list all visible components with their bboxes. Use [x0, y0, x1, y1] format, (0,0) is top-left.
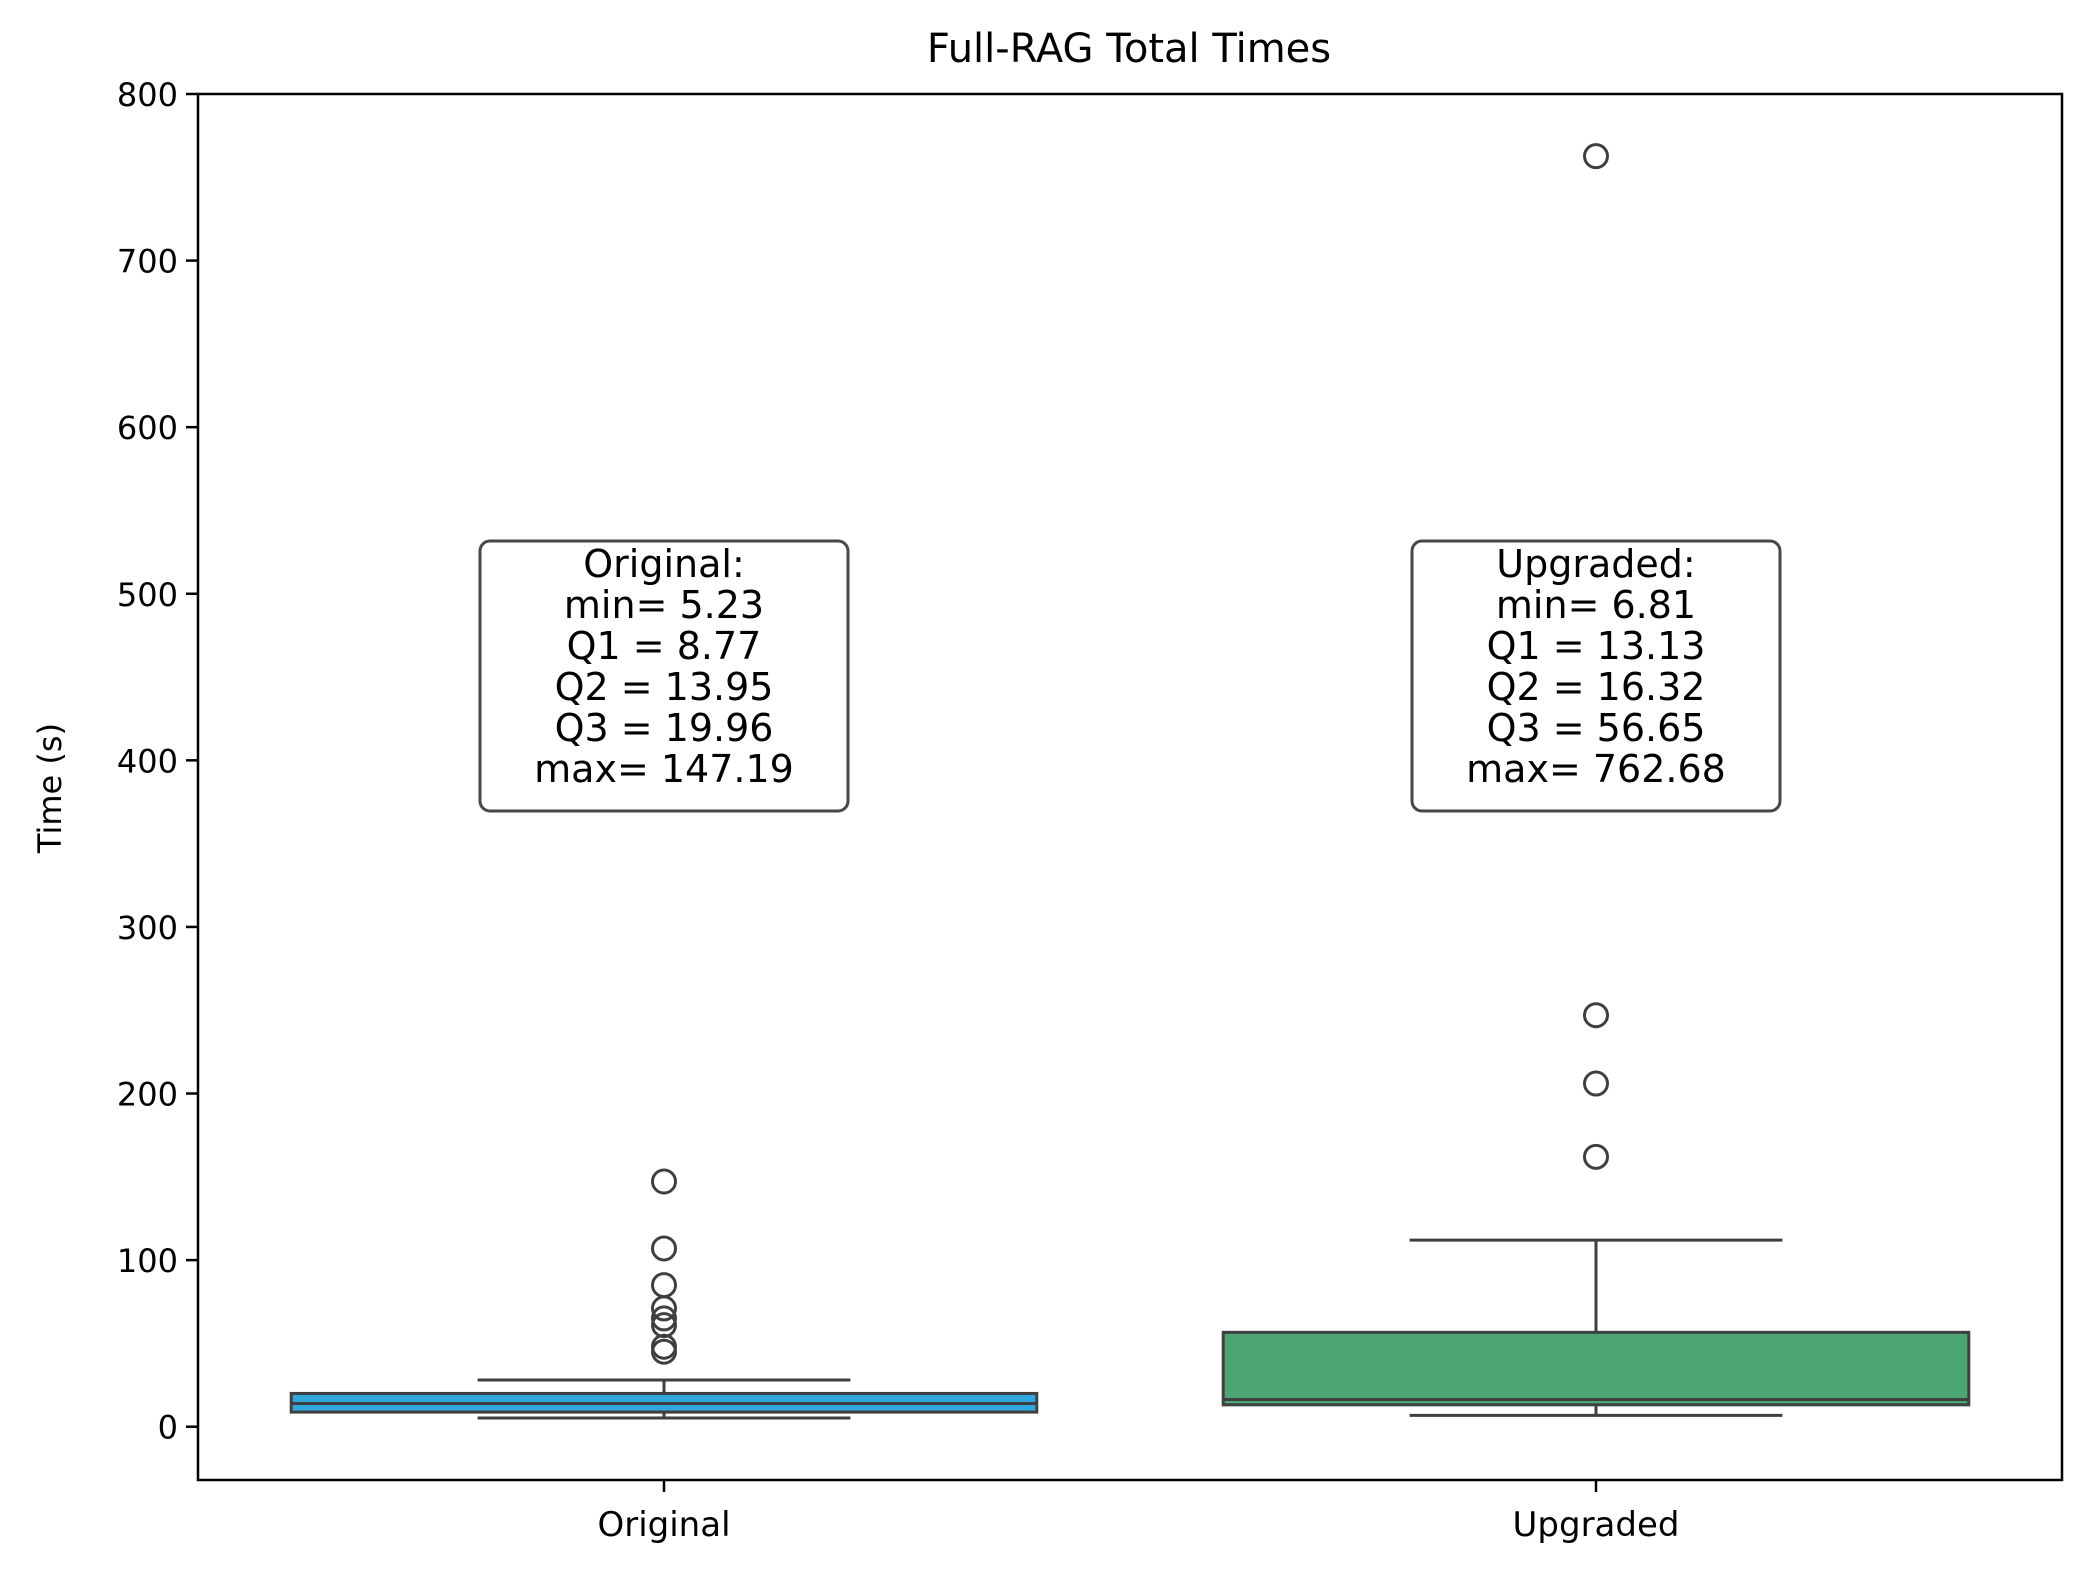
- y-tick-label: 300: [117, 909, 178, 947]
- stats-annotation-line: Q1 = 13.13: [1487, 624, 1706, 668]
- outlier-point: [651, 1305, 677, 1332]
- stats-annotation-line: Original:: [583, 542, 745, 586]
- stats-annotation-line: max= 762.68: [1466, 747, 1726, 791]
- stats-annotation-line: Q3 = 56.65: [1487, 706, 1706, 750]
- outlier-point: [651, 1333, 677, 1360]
- outlier-point: [1583, 143, 1609, 170]
- stats-annotation-box: [478, 539, 850, 813]
- y-tick-label: 200: [117, 1076, 178, 1114]
- chart-title: Full-RAG Total Times: [927, 26, 1331, 72]
- y-tick-label: 600: [117, 409, 178, 447]
- iqr-box: [1221, 1330, 1971, 1407]
- y-tick-label: 500: [117, 576, 178, 614]
- outlier-point: [651, 1168, 677, 1195]
- y-tick-label: 100: [117, 1242, 178, 1280]
- x-tick-label: Upgraded: [1513, 1505, 1680, 1545]
- plot-frame: [196, 92, 2064, 1482]
- stats-annotation-line: min= 6.81: [1496, 583, 1696, 627]
- stats-annotation-box: [1410, 539, 1782, 813]
- y-tick-label: 400: [117, 742, 178, 780]
- y-tick-label: 700: [117, 243, 178, 281]
- stats-annotation-line: max= 147.19: [534, 747, 794, 791]
- outlier-point: [651, 1235, 677, 1262]
- x-tick-label: Original: [597, 1505, 730, 1545]
- outlier-point: [651, 1338, 677, 1365]
- stats-annotation-line: Q2 = 16.32: [1487, 665, 1706, 709]
- stats-annotation-line: min= 5.23: [564, 583, 764, 627]
- y-tick-label: 0: [158, 1409, 178, 1447]
- stats-annotation-line: Q1 = 8.77: [567, 624, 762, 668]
- y-axis-label: Time (s): [31, 723, 69, 854]
- y-tick-label: 800: [117, 76, 178, 114]
- outlier-point: [1583, 1070, 1609, 1097]
- outlier-point: [651, 1272, 677, 1299]
- outlier-point: [651, 1295, 677, 1322]
- stats-annotation-line: Q2 = 13.95: [555, 665, 774, 709]
- axes: Original Upgraded 0 100 200 300 400 500 600 700 80…: [117, 76, 1680, 1545]
- stats-annotation-line: Q3 = 19.96: [555, 706, 774, 750]
- outlier-point: [1583, 1002, 1609, 1029]
- stats-annotation-line: Upgraded:: [1496, 542, 1695, 586]
- outlier-point: [1583, 1143, 1609, 1170]
